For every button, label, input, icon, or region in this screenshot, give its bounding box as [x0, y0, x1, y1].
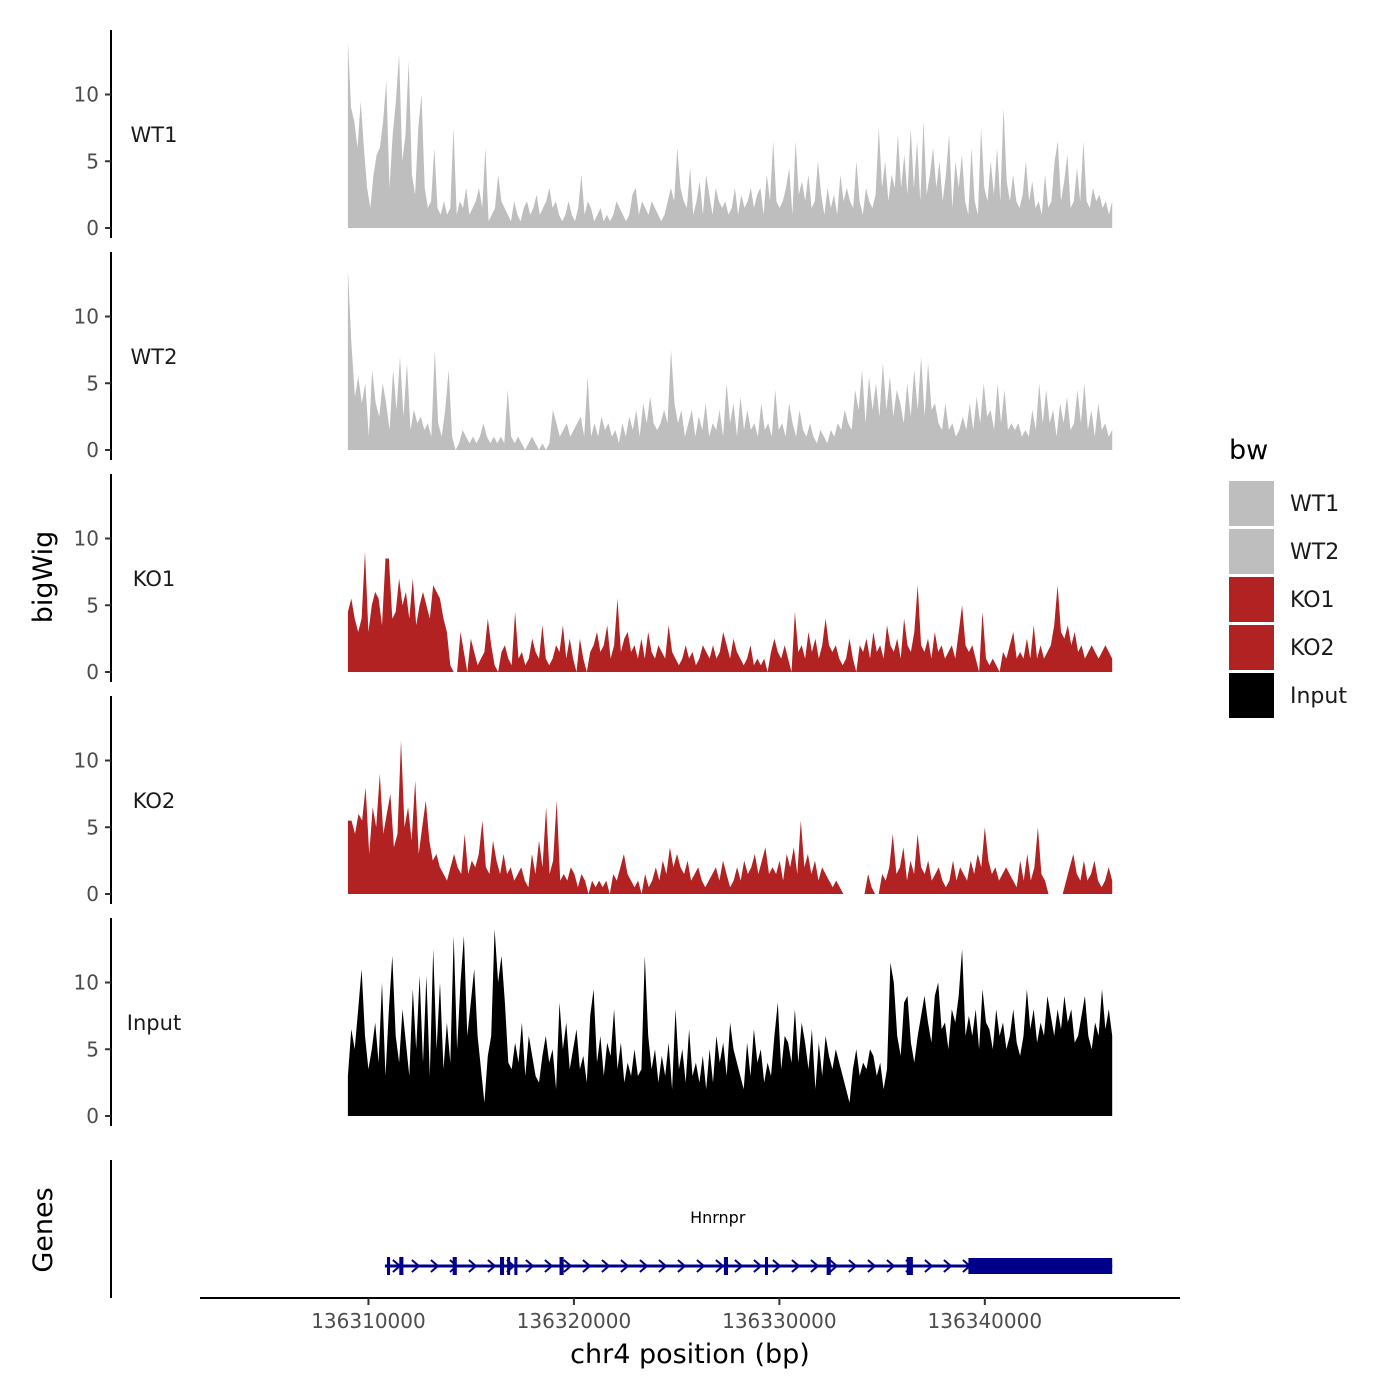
- strand-arrow: [715, 1259, 725, 1273]
- strand-arrow: [620, 1259, 630, 1273]
- track-label-ko2: KO2: [133, 789, 176, 813]
- strand-arrow: [791, 1259, 801, 1273]
- strand-arrow: [867, 1259, 877, 1273]
- strand-arrow: [487, 1259, 497, 1273]
- track-wt2: 0 5 10 WT2: [74, 252, 1113, 462]
- gene-exon: [499, 1257, 505, 1275]
- y-tick-label: 10: [74, 971, 99, 995]
- y-tick-label: 5: [86, 593, 99, 617]
- strand-arrow: [734, 1259, 744, 1273]
- strand-arrow: [696, 1259, 706, 1273]
- gene-hnrnpr: Hnrnpr: [384, 1208, 1113, 1275]
- strand-arrow: [772, 1259, 782, 1273]
- y-tick-label: 10: [74, 83, 99, 107]
- strand-arrow: [677, 1259, 687, 1273]
- strand-arrow: [943, 1259, 953, 1273]
- y-tick-label: 10: [74, 305, 99, 329]
- legend-swatch-ko2: [1229, 625, 1274, 670]
- track-label-wt1: WT1: [131, 123, 178, 147]
- strand-arrow: [829, 1259, 839, 1273]
- legend-label-ko1: KO1: [1290, 588, 1335, 613]
- x-tick-label: 136310000: [311, 1309, 426, 1333]
- x-axis: 136310000 136320000 136330000 136340000: [200, 1297, 1180, 1333]
- strand-arrow: [430, 1259, 440, 1273]
- y-tick-label: 10: [74, 527, 99, 551]
- gene-exon: [514, 1257, 518, 1275]
- y-tick-label: 5: [86, 1037, 99, 1061]
- y-tick-label: 0: [86, 882, 99, 906]
- signal-area-input: [347, 929, 1113, 1116]
- signal-area-ko1: [347, 551, 1113, 672]
- legend-swatch-wt1: [1229, 481, 1274, 526]
- strand-arrow: [753, 1259, 763, 1273]
- signal-tracks: 0 5 10 WT1 0 5 10 WT2 0 5 10 KO1 0 5 10 KO2 0 5 10 Input: [74, 30, 1113, 1128]
- y-tick-label: 0: [86, 216, 99, 240]
- gene-exon: [826, 1257, 831, 1275]
- y-tick-label: 5: [86, 815, 99, 839]
- legend: bw WT1 WT2 KO1 KO2 Input: [1229, 435, 1347, 718]
- genes-panel-label: Genes: [28, 1187, 59, 1272]
- gene-exon: [559, 1257, 564, 1275]
- genes-panel: Hnrnpr: [110, 1160, 1113, 1298]
- track-ko1: 0 5 10 KO1: [74, 474, 1113, 684]
- legend-label-ko2: KO2: [1290, 636, 1335, 661]
- gene-exon: [764, 1257, 768, 1275]
- legend-swatch-wt2: [1229, 529, 1274, 574]
- gene-exon: [399, 1257, 404, 1275]
- strand-arrow: [544, 1259, 554, 1273]
- strand-arrow: [848, 1259, 858, 1273]
- legend-swatch-input: [1229, 673, 1274, 718]
- y-tick-label: 10: [74, 749, 99, 773]
- legend-title: bw: [1229, 435, 1268, 466]
- gene-exon: [507, 1257, 511, 1275]
- signal-area-wt1: [347, 41, 1113, 228]
- gene-exon: [723, 1257, 729, 1275]
- y-axis-title: bigWig: [28, 531, 59, 624]
- strand-arrow: [810, 1259, 820, 1273]
- strand-arrow: [449, 1259, 459, 1273]
- legend-label-wt2: WT2: [1290, 540, 1339, 565]
- track-ko2: 0 5 10 KO2: [74, 696, 1113, 906]
- gene-exon: [386, 1257, 391, 1275]
- legend-label-wt1: WT1: [1290, 492, 1339, 517]
- legend-swatch-ko1: [1229, 577, 1274, 622]
- legend-label-input: Input: [1290, 684, 1347, 709]
- y-tick-label: 0: [86, 438, 99, 462]
- x-tick-label: 136330000: [722, 1309, 837, 1333]
- y-tick-label: 0: [86, 660, 99, 684]
- gene-exon: [968, 1258, 1113, 1274]
- strand-arrow: [658, 1259, 668, 1273]
- track-label-ko1: KO1: [133, 567, 176, 591]
- signal-area-ko2: [347, 740, 1113, 894]
- y-tick-label: 0: [86, 1104, 99, 1128]
- y-tick-label: 5: [86, 371, 99, 395]
- strand-arrow: [639, 1259, 649, 1273]
- strand-arrow: [468, 1259, 478, 1273]
- track-label-input: Input: [127, 1011, 181, 1035]
- track-input: 0 5 10 Input: [74, 918, 1113, 1128]
- strand-arrow: [582, 1259, 592, 1273]
- strand-arrow: [601, 1259, 611, 1273]
- x-tick-label: 136340000: [928, 1309, 1043, 1333]
- track-wt1: 0 5 10 WT1: [74, 30, 1113, 240]
- strand-arrow: [886, 1259, 896, 1273]
- track-label-wt2: WT2: [131, 345, 178, 369]
- signal-area-wt2: [347, 269, 1113, 450]
- strand-arrow: [411, 1259, 421, 1273]
- gene-exon: [906, 1257, 913, 1275]
- y-tick-label: 5: [86, 149, 99, 173]
- strand-arrow: [525, 1259, 535, 1273]
- gene-exon: [452, 1257, 457, 1275]
- x-axis-title: chr4 position (bp): [570, 1339, 810, 1370]
- strand-arrow: [563, 1259, 573, 1273]
- x-tick-label: 136320000: [517, 1309, 632, 1333]
- gene-name-label: Hnrnpr: [690, 1208, 746, 1227]
- strand-arrow: [924, 1259, 934, 1273]
